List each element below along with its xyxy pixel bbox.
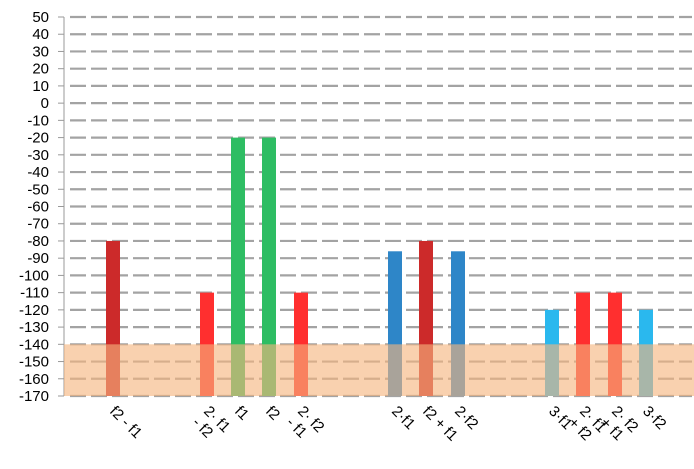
y-tick-label: 0 (41, 95, 49, 112)
x-tick-label-line: f2 + f1 (419, 403, 461, 445)
x-tick-label-line: f1 (231, 403, 252, 424)
y-tick-label: -30 (27, 147, 49, 164)
y-tick-label: -100 (19, 267, 49, 284)
y-tick-label: 20 (32, 61, 49, 78)
x-tick-label-line: f2 - f1 (106, 403, 145, 442)
y-tick-label: 30 (32, 43, 49, 60)
y-tick-label: -40 (27, 164, 49, 181)
x-tick-label: f2 (262, 403, 283, 424)
x-tick-label: f2 + f1 (419, 403, 461, 445)
y-tick-label: -60 (27, 199, 49, 216)
bar-4 (262, 137, 276, 396)
x-tick-label-line: 2·f1 (388, 403, 418, 433)
y-tick-label: -90 (27, 250, 49, 267)
x-tick-label-line: 3·f2 (639, 403, 669, 433)
y-tick-label: -70 (27, 216, 49, 233)
noise-floor-rect (64, 344, 694, 396)
y-axis-ticks: 50403020100-10-20-30-40-50-60-70-80-90-1… (19, 9, 64, 405)
grid-lines (70, 15, 692, 398)
x-tick-label: 2· f2- f1 (283, 403, 328, 448)
y-tick-label: -80 (27, 233, 49, 250)
y-tick-label: 40 (32, 26, 49, 43)
y-tick-label: -170 (19, 388, 49, 405)
y-tick-label: 50 (32, 9, 49, 26)
x-tick-label: 2· f2+ f1 (597, 403, 642, 448)
y-tick-label: -130 (19, 319, 49, 336)
y-tick-label: -110 (20, 285, 49, 302)
y-tick-label: -140 (19, 336, 49, 353)
x-tick-label: f1 (231, 403, 252, 424)
bar-3 (231, 137, 245, 396)
y-tick-label: -20 (27, 130, 49, 147)
y-tick-label: -50 (27, 181, 49, 198)
x-tick-label: 2·f1 (388, 403, 418, 433)
y-tick-label: -160 (19, 371, 49, 388)
x-tick-label: f2 - f1 (106, 403, 145, 442)
noise-floor-band (64, 344, 694, 396)
x-tick-label-line: f2 (262, 403, 283, 424)
x-tick-label: 2· f1- f2 (189, 403, 234, 448)
y-tick-label: -10 (27, 112, 49, 129)
x-tick-label: 3·f2 (639, 403, 669, 433)
y-tick-label: 10 (32, 78, 49, 95)
y-tick-label: -120 (19, 302, 49, 319)
y-tick-label: -150 (19, 354, 49, 371)
